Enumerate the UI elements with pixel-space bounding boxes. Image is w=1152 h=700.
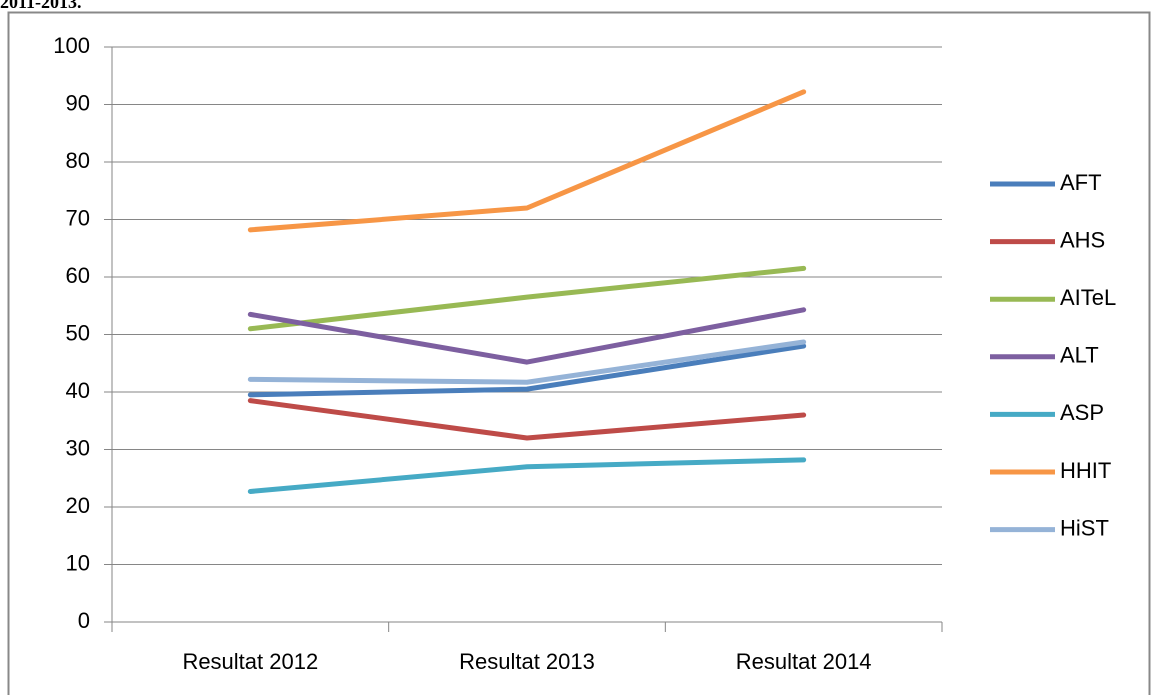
- series-line: [247, 398, 807, 441]
- legend-label: ASP: [1060, 400, 1104, 425]
- y-tick-label: 90: [66, 90, 90, 115]
- y-tick-label: 50: [66, 320, 90, 345]
- x-tick-label: Resultat 2014: [736, 649, 872, 674]
- y-tick-label: 0: [78, 608, 90, 633]
- series-line: [247, 339, 807, 385]
- legend-label: AFT: [1060, 170, 1102, 195]
- chart-title: 2011-2013.: [0, 0, 82, 12]
- legend-label: AHS: [1060, 227, 1105, 252]
- y-tick-label: 60: [66, 263, 90, 288]
- legend-label: ALT: [1060, 343, 1099, 368]
- x-tick-label: Resultat 2013: [459, 649, 595, 674]
- legend-label: HiST: [1060, 515, 1109, 540]
- legend-label: HHIT: [1060, 458, 1111, 483]
- series-line: [247, 265, 807, 332]
- y-tick-label: 20: [66, 493, 90, 518]
- y-tick-label: 70: [66, 205, 90, 230]
- y-tick-label: 100: [53, 33, 90, 58]
- legend-label: AITeL: [1060, 285, 1116, 310]
- y-tick-label: 80: [66, 148, 90, 173]
- series-line: [247, 457, 807, 494]
- y-tick-label: 10: [66, 550, 90, 575]
- y-tick-label: 40: [66, 378, 90, 403]
- y-tick-label: 30: [66, 435, 90, 460]
- x-tick-label: Resultat 2012: [182, 649, 318, 674]
- series-line: [247, 307, 807, 365]
- series-line: [247, 343, 807, 398]
- series-line: [247, 89, 807, 233]
- chart-border: [7, 11, 1151, 700]
